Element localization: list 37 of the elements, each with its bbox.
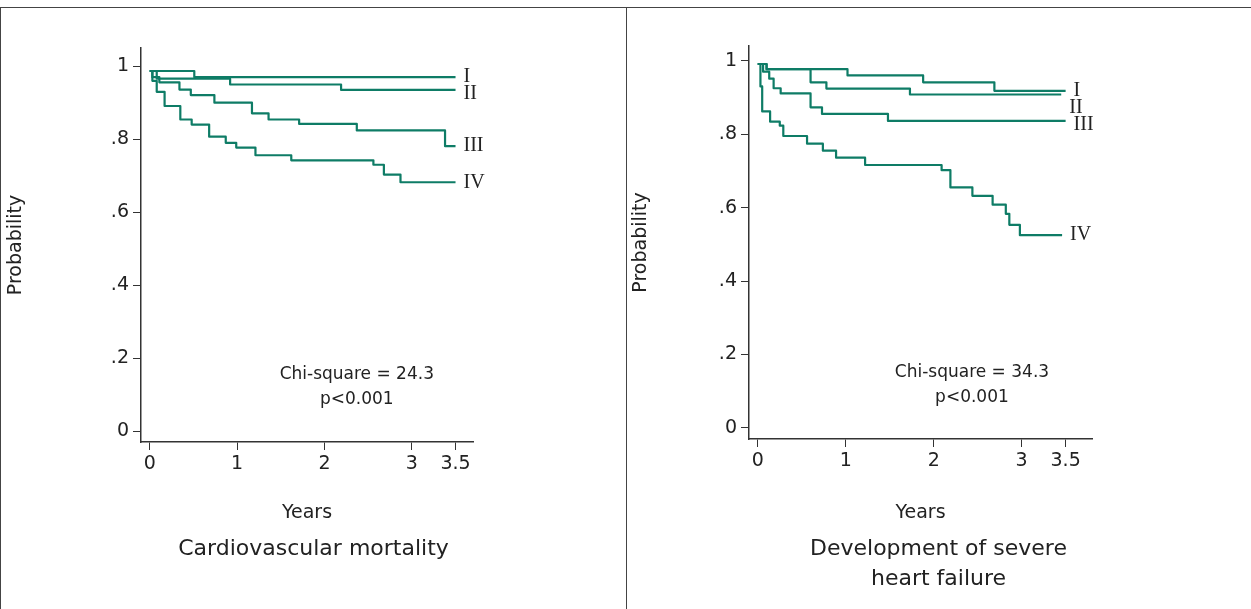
y-tick-label: .2 (718, 341, 737, 364)
annotation: p<0.001 (935, 385, 1009, 406)
y-tick-label: .6 (110, 199, 129, 222)
x-tick-label: 0 (751, 448, 764, 471)
y-tick-label: 0 (116, 417, 129, 440)
y-tick-label: .4 (110, 272, 129, 295)
y-tick-label: 1 (116, 53, 129, 76)
y-tick-label: .8 (110, 126, 129, 149)
annotation: Chi-square = 34.3 (894, 360, 1050, 381)
x-tick-label: 3 (405, 451, 418, 474)
x-tick-label: 2 (318, 451, 331, 474)
series-label: III (463, 133, 484, 156)
series-label: II (463, 81, 477, 104)
y-tick-label: .2 (110, 345, 129, 368)
x-axis-title: Years (894, 499, 946, 522)
text: Cardiovascular mortality (177, 534, 450, 562)
series-label: III (1073, 112, 1094, 135)
x-tick-label: 0 (143, 451, 156, 474)
x-tick-label: 3.5 (1050, 448, 1081, 471)
text: Development of severe heart failure (809, 534, 1068, 592)
annotation: Chi-square = 24.3 (279, 363, 434, 384)
y-tick-label: .4 (718, 268, 737, 290)
y-tick-label: 1 (724, 47, 737, 70)
x-tick-label: 3.5 (440, 451, 471, 474)
series-label: IV (463, 169, 486, 192)
y-tick-label: .6 (718, 194, 737, 217)
annotation: p<0.001 (319, 388, 394, 409)
y-axis-title: Probability (3, 194, 26, 296)
y-tick-label: .8 (718, 121, 737, 144)
y-tick-label: 0 (724, 414, 737, 437)
x-axis-title: Years (280, 499, 333, 522)
x-tick-label: 3 (1015, 448, 1028, 471)
series-label: IV (1070, 222, 1092, 245)
x-tick-label: 1 (839, 448, 852, 471)
x-tick-label: 1 (231, 451, 244, 474)
y-axis-title: Probability (628, 192, 651, 293)
x-tick-label: 2 (927, 448, 940, 471)
